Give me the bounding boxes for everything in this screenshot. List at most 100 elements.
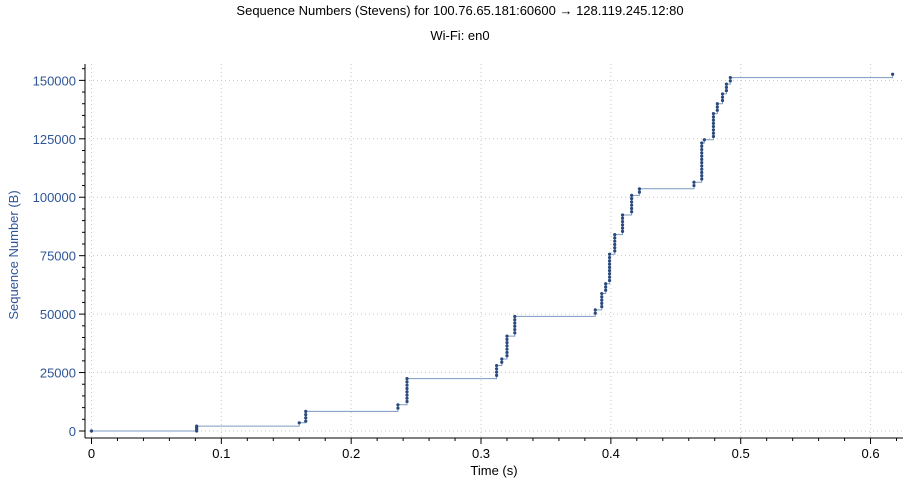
data-point [405,380,409,384]
data-point [700,170,704,175]
data-point [724,89,729,93]
data-point [711,121,716,125]
data-point [513,314,517,319]
y-tick-label: 50000 [40,307,76,322]
data-point [500,357,504,361]
data-point [613,242,617,247]
data-point [607,262,612,266]
data-point [600,301,604,305]
data-point [630,203,634,207]
data-point [700,174,704,178]
data-point [513,321,517,325]
data-point [700,161,704,165]
data-point [613,236,617,240]
data-point [724,82,729,86]
data-point [604,288,608,292]
x-tick-label: 0.5 [732,446,750,461]
data-point [630,193,634,197]
data-point [720,95,725,99]
data-point [637,187,642,191]
data-point [630,210,634,214]
data-point [405,383,409,387]
data-point [405,390,409,394]
data-point [630,197,634,201]
data-point [593,308,597,312]
data-point [700,144,704,148]
data-point [600,295,604,299]
data-point [613,239,617,243]
data-point [494,373,499,377]
data-point [715,108,719,112]
data-point [711,134,716,139]
data-point [304,413,308,417]
data-point [607,275,612,279]
data-point [600,298,604,302]
data-point [711,118,716,122]
data-point [396,403,400,407]
data-point [494,370,499,374]
data-point [604,285,608,289]
x-tick-label: 0.2 [342,446,360,461]
data-point [715,105,719,109]
y-tick-label: 0 [69,424,76,439]
data-point [700,151,704,155]
data-point [613,233,617,237]
data-point [304,419,308,423]
data-point [700,164,704,168]
data-point [702,138,706,142]
data-point [513,331,517,335]
data-point [505,337,509,341]
step-line [91,74,894,432]
data-point [620,226,625,230]
data-point [505,344,509,348]
data-point [700,177,704,181]
data-point [505,334,509,338]
data-point [89,429,94,433]
data-point [607,255,612,260]
data-point [405,396,409,400]
x-tick-label: 0.1 [212,446,230,461]
data-point [304,409,308,413]
data-point [613,249,617,253]
data-point [513,324,517,328]
data-point [630,206,634,211]
data-point [700,154,704,158]
data-point [720,92,725,96]
data-point [607,269,612,273]
data-point [494,367,499,371]
y-tick-label: 100000 [33,190,76,205]
data-point [891,72,895,76]
data-point [711,125,716,129]
data-point [600,291,604,296]
data-point [593,311,597,315]
x-tick-label: 0 [88,446,95,461]
data-point [711,115,716,119]
y-axis-label: Sequence Number (B) [6,190,21,319]
data-point [607,259,612,263]
data-point [500,360,504,364]
data-point [720,98,725,103]
x-axis-label: Time (s) [470,463,517,478]
y-tick-label: 150000 [33,73,76,88]
y-tick-label: 25000 [40,366,76,381]
data-point [728,79,732,83]
data-point [620,216,625,220]
data-point [604,282,608,286]
data-point [637,190,642,194]
data-point [505,347,509,351]
axes [79,64,903,444]
data-points [89,72,895,433]
data-point [630,200,634,204]
data-point [728,75,732,80]
data-point [405,399,409,404]
data-point [700,147,704,152]
data-point [613,246,617,250]
data-point [692,183,696,188]
data-point [700,141,704,145]
data-point [513,327,517,332]
data-point [405,377,409,381]
data-point [607,265,612,269]
data-point [405,393,409,397]
data-point [505,354,509,358]
